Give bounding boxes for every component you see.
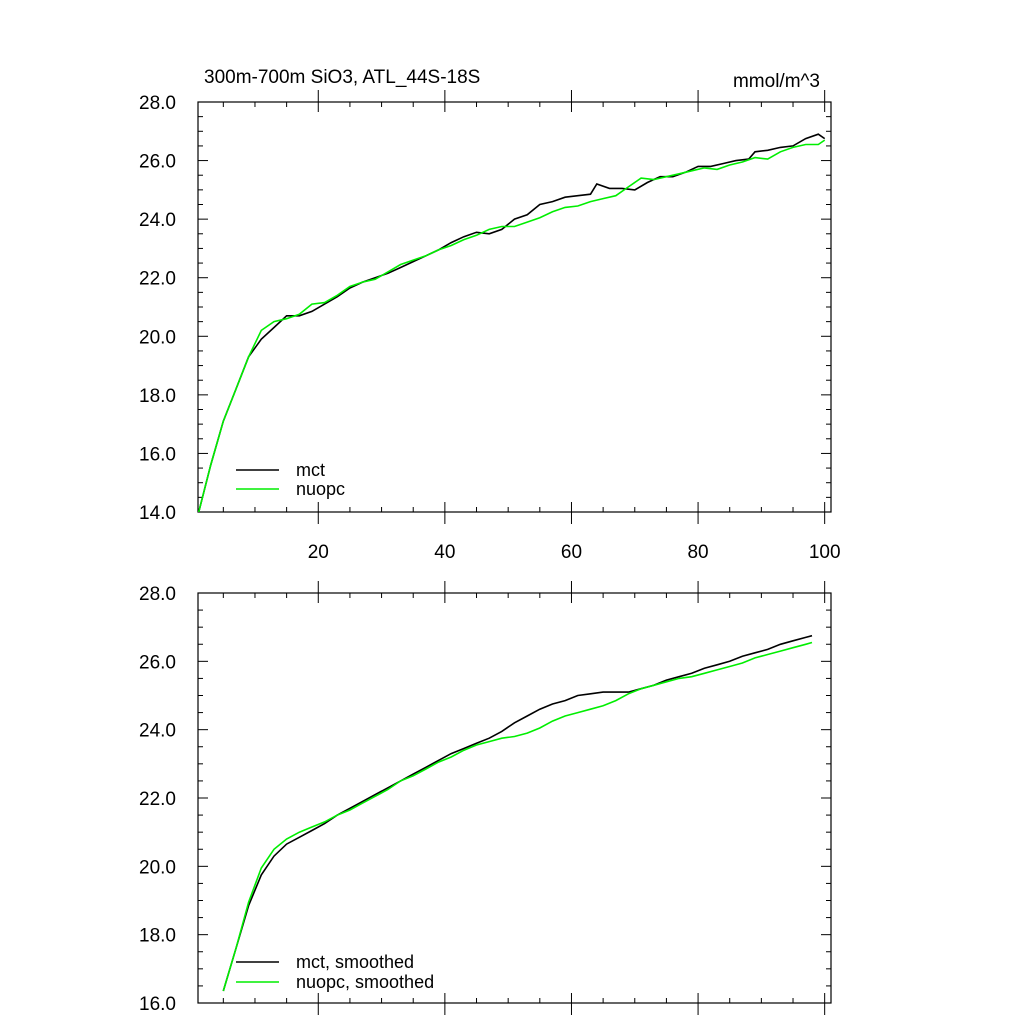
series-line-mct [198,133,826,512]
x-tick-label: 80 [687,542,708,563]
x-tick-label: 20 [308,542,329,563]
units-label: mmol/m^3 [733,71,820,92]
x-tick-label: 60 [561,542,582,563]
top-panel: 14.0 16.0 18.0 20.0 22.0 24.0 26.0 28.0 20 40 60 80… [139,67,841,563]
series-line-mct-smoothed [222,634,813,992]
y-tick-label: 18.0 [139,386,176,407]
y-tick-label: 28.0 [139,93,176,114]
y-tick-label: 16.0 [139,444,176,465]
y-tick-label: 22.0 [139,269,176,290]
legend-label: nuopc [296,479,345,499]
chart-title: 300m-700m SiO3, ATL_44S-18S [204,67,480,88]
y-tick-label: 16.0 [139,994,176,1015]
legend-label: mct, smoothed [296,952,414,972]
y-tick-label: 26.0 [139,652,176,673]
series-line-nuopc-smoothed [222,641,813,992]
legend-label: nuopc, smoothed [296,972,434,992]
plot-frame [197,592,832,1004]
y-tick-label: 18.0 [139,926,176,947]
y-tick-label: 24.0 [139,210,176,231]
bottom-panel: 16.0 18.0 20.0 22.0 24.0 26.0 28.0 mct, smoothe… [139,581,832,1015]
x-tick-label: 40 [434,542,455,563]
y-tick-label: 20.0 [139,857,176,878]
y-tick-label: 26.0 [139,152,176,173]
series-line-nuopc [198,139,826,512]
y-tick-label: 24.0 [139,721,176,742]
y-tick-label: 20.0 [139,327,176,348]
y-tick-label: 28.0 [139,584,176,605]
y-tick-label: 22.0 [139,789,176,810]
x-tick-label: 100 [809,542,841,563]
legend-label: mct [296,460,325,480]
y-tick-label: 14.0 [139,503,176,524]
